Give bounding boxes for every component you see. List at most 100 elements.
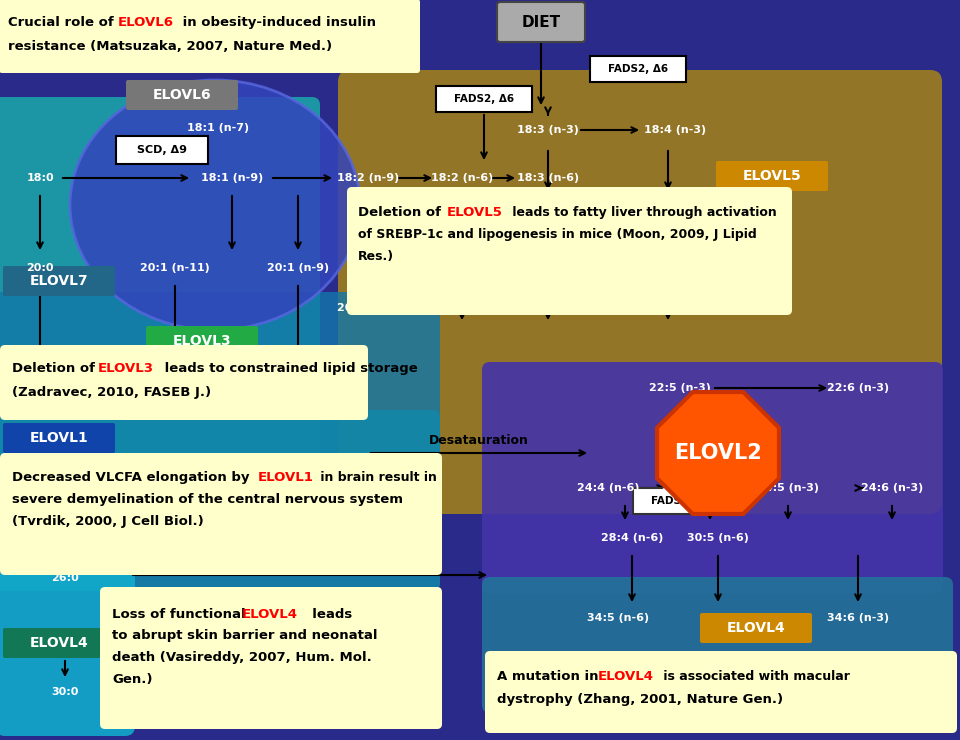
Text: 24:5 (n-3): 24:5 (n-3) bbox=[757, 483, 819, 493]
Text: 20:3 (n-3): 20:3 (n-3) bbox=[517, 223, 579, 233]
Text: in obesity-induced insulin: in obesity-induced insulin bbox=[178, 16, 376, 29]
Text: 20:0: 20:0 bbox=[26, 263, 54, 273]
Text: ELOVL6: ELOVL6 bbox=[118, 16, 174, 29]
Text: 20:1 (n-9): 20:1 (n-9) bbox=[267, 263, 329, 273]
Text: of SREBP-1c and lipogenesis in mice (Moon, 2009, J Lipid: of SREBP-1c and lipogenesis in mice (Moo… bbox=[358, 227, 756, 241]
Text: ELOVL1: ELOVL1 bbox=[30, 431, 88, 445]
Text: 20:1 (n-11): 20:1 (n-11) bbox=[140, 263, 210, 273]
FancyBboxPatch shape bbox=[0, 558, 135, 736]
Text: ELOVL4: ELOVL4 bbox=[242, 608, 298, 621]
FancyBboxPatch shape bbox=[716, 161, 828, 191]
Text: 18:3 (n-3): 18:3 (n-3) bbox=[517, 125, 579, 135]
Text: 34:6 (n-3): 34:6 (n-3) bbox=[827, 613, 889, 623]
Text: Loss of functional: Loss of functional bbox=[112, 608, 251, 621]
Text: 18:1 (n-9): 18:1 (n-9) bbox=[201, 173, 263, 183]
Text: severe demyelination of the central nervous system: severe demyelination of the central nerv… bbox=[12, 493, 403, 505]
Text: ELOVL4: ELOVL4 bbox=[598, 670, 654, 682]
FancyBboxPatch shape bbox=[436, 86, 532, 112]
Text: ELOVL3: ELOVL3 bbox=[173, 334, 231, 348]
FancyBboxPatch shape bbox=[146, 326, 258, 356]
FancyBboxPatch shape bbox=[3, 628, 115, 658]
Text: FADS2, Δ6: FADS2, Δ6 bbox=[454, 94, 514, 104]
Text: 34:5 (n-6): 34:5 (n-6) bbox=[587, 613, 649, 623]
Text: to abrupt skin barrier and neonatal: to abrupt skin barrier and neonatal bbox=[112, 630, 377, 642]
Text: 18:3 (n-6): 18:3 (n-6) bbox=[516, 173, 579, 183]
Text: 18:2 (n-9): 18:2 (n-9) bbox=[337, 173, 399, 183]
Text: 20:3 (n-6): 20:3 (n-6) bbox=[517, 263, 579, 273]
Text: 22:0: 22:0 bbox=[26, 385, 54, 395]
Text: ELOVL7: ELOVL7 bbox=[30, 274, 88, 288]
Text: FADS2, Δ6: FADS2, Δ6 bbox=[651, 496, 711, 506]
Text: dystrophy (Zhang, 2001, Nature Gen.): dystrophy (Zhang, 2001, Nature Gen.) bbox=[497, 693, 783, 707]
Text: 18:0: 18:0 bbox=[26, 173, 54, 183]
FancyBboxPatch shape bbox=[347, 187, 792, 315]
Text: leads: leads bbox=[303, 608, 352, 621]
FancyBboxPatch shape bbox=[3, 423, 115, 453]
Text: ELOVL1: ELOVL1 bbox=[258, 471, 314, 483]
Text: is associated with macular: is associated with macular bbox=[659, 670, 850, 682]
Text: ELOVL6: ELOVL6 bbox=[153, 88, 211, 102]
Text: ELOVL2: ELOVL2 bbox=[674, 443, 762, 463]
Text: 24:4 (n-6): 24:4 (n-6) bbox=[577, 483, 639, 493]
FancyBboxPatch shape bbox=[700, 613, 812, 643]
Text: Res.): Res.) bbox=[358, 249, 395, 263]
Text: FADS2, Δ6: FADS2, Δ6 bbox=[608, 64, 668, 74]
Text: Decreased VLCFA elongation by: Decreased VLCFA elongation by bbox=[12, 471, 254, 483]
Text: 20:2 (n-9): 20:2 (n-9) bbox=[337, 303, 399, 313]
Text: 20:4 (n-6): 20:4 (n-6) bbox=[636, 263, 699, 273]
Text: ELOVL3: ELOVL3 bbox=[98, 362, 154, 374]
Text: in brain result in: in brain result in bbox=[316, 471, 437, 483]
FancyBboxPatch shape bbox=[633, 488, 729, 514]
Text: 18:4 (n-3): 18:4 (n-3) bbox=[644, 125, 706, 135]
Text: SCD, Δ9: SCD, Δ9 bbox=[137, 145, 187, 155]
FancyBboxPatch shape bbox=[116, 136, 208, 164]
Text: leads to fatty liver through activation: leads to fatty liver through activation bbox=[508, 206, 777, 218]
Text: 22:5 (n-3): 22:5 (n-3) bbox=[649, 383, 711, 393]
Text: 30:0: 30:0 bbox=[51, 687, 79, 697]
Text: resistance (Matsuzaka, 2007, Nature Med.): resistance (Matsuzaka, 2007, Nature Med.… bbox=[8, 39, 332, 53]
Text: 24:6 (n-3): 24:6 (n-3) bbox=[861, 483, 924, 493]
Text: ELOVL5: ELOVL5 bbox=[743, 169, 802, 183]
FancyBboxPatch shape bbox=[497, 2, 585, 42]
FancyBboxPatch shape bbox=[0, 97, 320, 463]
FancyBboxPatch shape bbox=[100, 587, 442, 729]
Ellipse shape bbox=[70, 80, 360, 330]
Polygon shape bbox=[657, 392, 779, 514]
Text: (Tvrdik, 2000, J Cell Biol.): (Tvrdik, 2000, J Cell Biol.) bbox=[12, 516, 204, 528]
FancyBboxPatch shape bbox=[485, 651, 957, 733]
Text: 22:6 (n-3): 22:6 (n-3) bbox=[827, 383, 889, 393]
FancyBboxPatch shape bbox=[3, 266, 115, 296]
Text: Deletion of: Deletion of bbox=[358, 206, 445, 218]
FancyBboxPatch shape bbox=[338, 70, 942, 514]
Text: 18:1 (n-7): 18:1 (n-7) bbox=[187, 123, 249, 133]
Text: A mutation in: A mutation in bbox=[497, 670, 603, 682]
FancyBboxPatch shape bbox=[590, 56, 686, 82]
Text: death (Vasireddy, 2007, Hum. Mol.: death (Vasireddy, 2007, Hum. Mol. bbox=[112, 651, 372, 665]
Text: leads to constrained lipid storage: leads to constrained lipid storage bbox=[160, 362, 418, 374]
Text: 22:1 (n-9): 22:1 (n-9) bbox=[267, 385, 329, 395]
FancyBboxPatch shape bbox=[0, 453, 442, 575]
Text: Desatauration: Desatauration bbox=[429, 434, 529, 446]
Text: ELOVL5: ELOVL5 bbox=[447, 206, 503, 218]
Text: 22:1 (n-11): 22:1 (n-11) bbox=[140, 385, 210, 395]
FancyBboxPatch shape bbox=[0, 0, 420, 73]
FancyBboxPatch shape bbox=[126, 80, 238, 110]
Text: 26:0: 26:0 bbox=[51, 573, 79, 583]
Text: Crucial role of: Crucial role of bbox=[8, 16, 118, 29]
Text: DIET: DIET bbox=[521, 15, 561, 30]
Text: 30:5 (n-6): 30:5 (n-6) bbox=[687, 533, 749, 543]
Text: Elongation: Elongation bbox=[273, 556, 348, 568]
FancyBboxPatch shape bbox=[0, 292, 440, 503]
Text: ELOVL4: ELOVL4 bbox=[727, 621, 785, 635]
Text: 24:5 (n-6): 24:5 (n-6) bbox=[660, 483, 723, 493]
Text: (Zadravec, 2010, FASEB J.): (Zadravec, 2010, FASEB J.) bbox=[12, 386, 211, 399]
Text: 20:4 (n-3): 20:4 (n-3) bbox=[637, 223, 699, 233]
FancyBboxPatch shape bbox=[482, 362, 943, 593]
FancyBboxPatch shape bbox=[0, 410, 440, 591]
Text: 28:4 (n-6): 28:4 (n-6) bbox=[601, 533, 663, 543]
Text: ELOVL4: ELOVL4 bbox=[30, 636, 88, 650]
Text: Gen.): Gen.) bbox=[112, 673, 153, 687]
FancyBboxPatch shape bbox=[0, 345, 368, 420]
Text: 18:2 (n-6): 18:2 (n-6) bbox=[431, 173, 493, 183]
Text: Deletion of: Deletion of bbox=[12, 362, 100, 374]
